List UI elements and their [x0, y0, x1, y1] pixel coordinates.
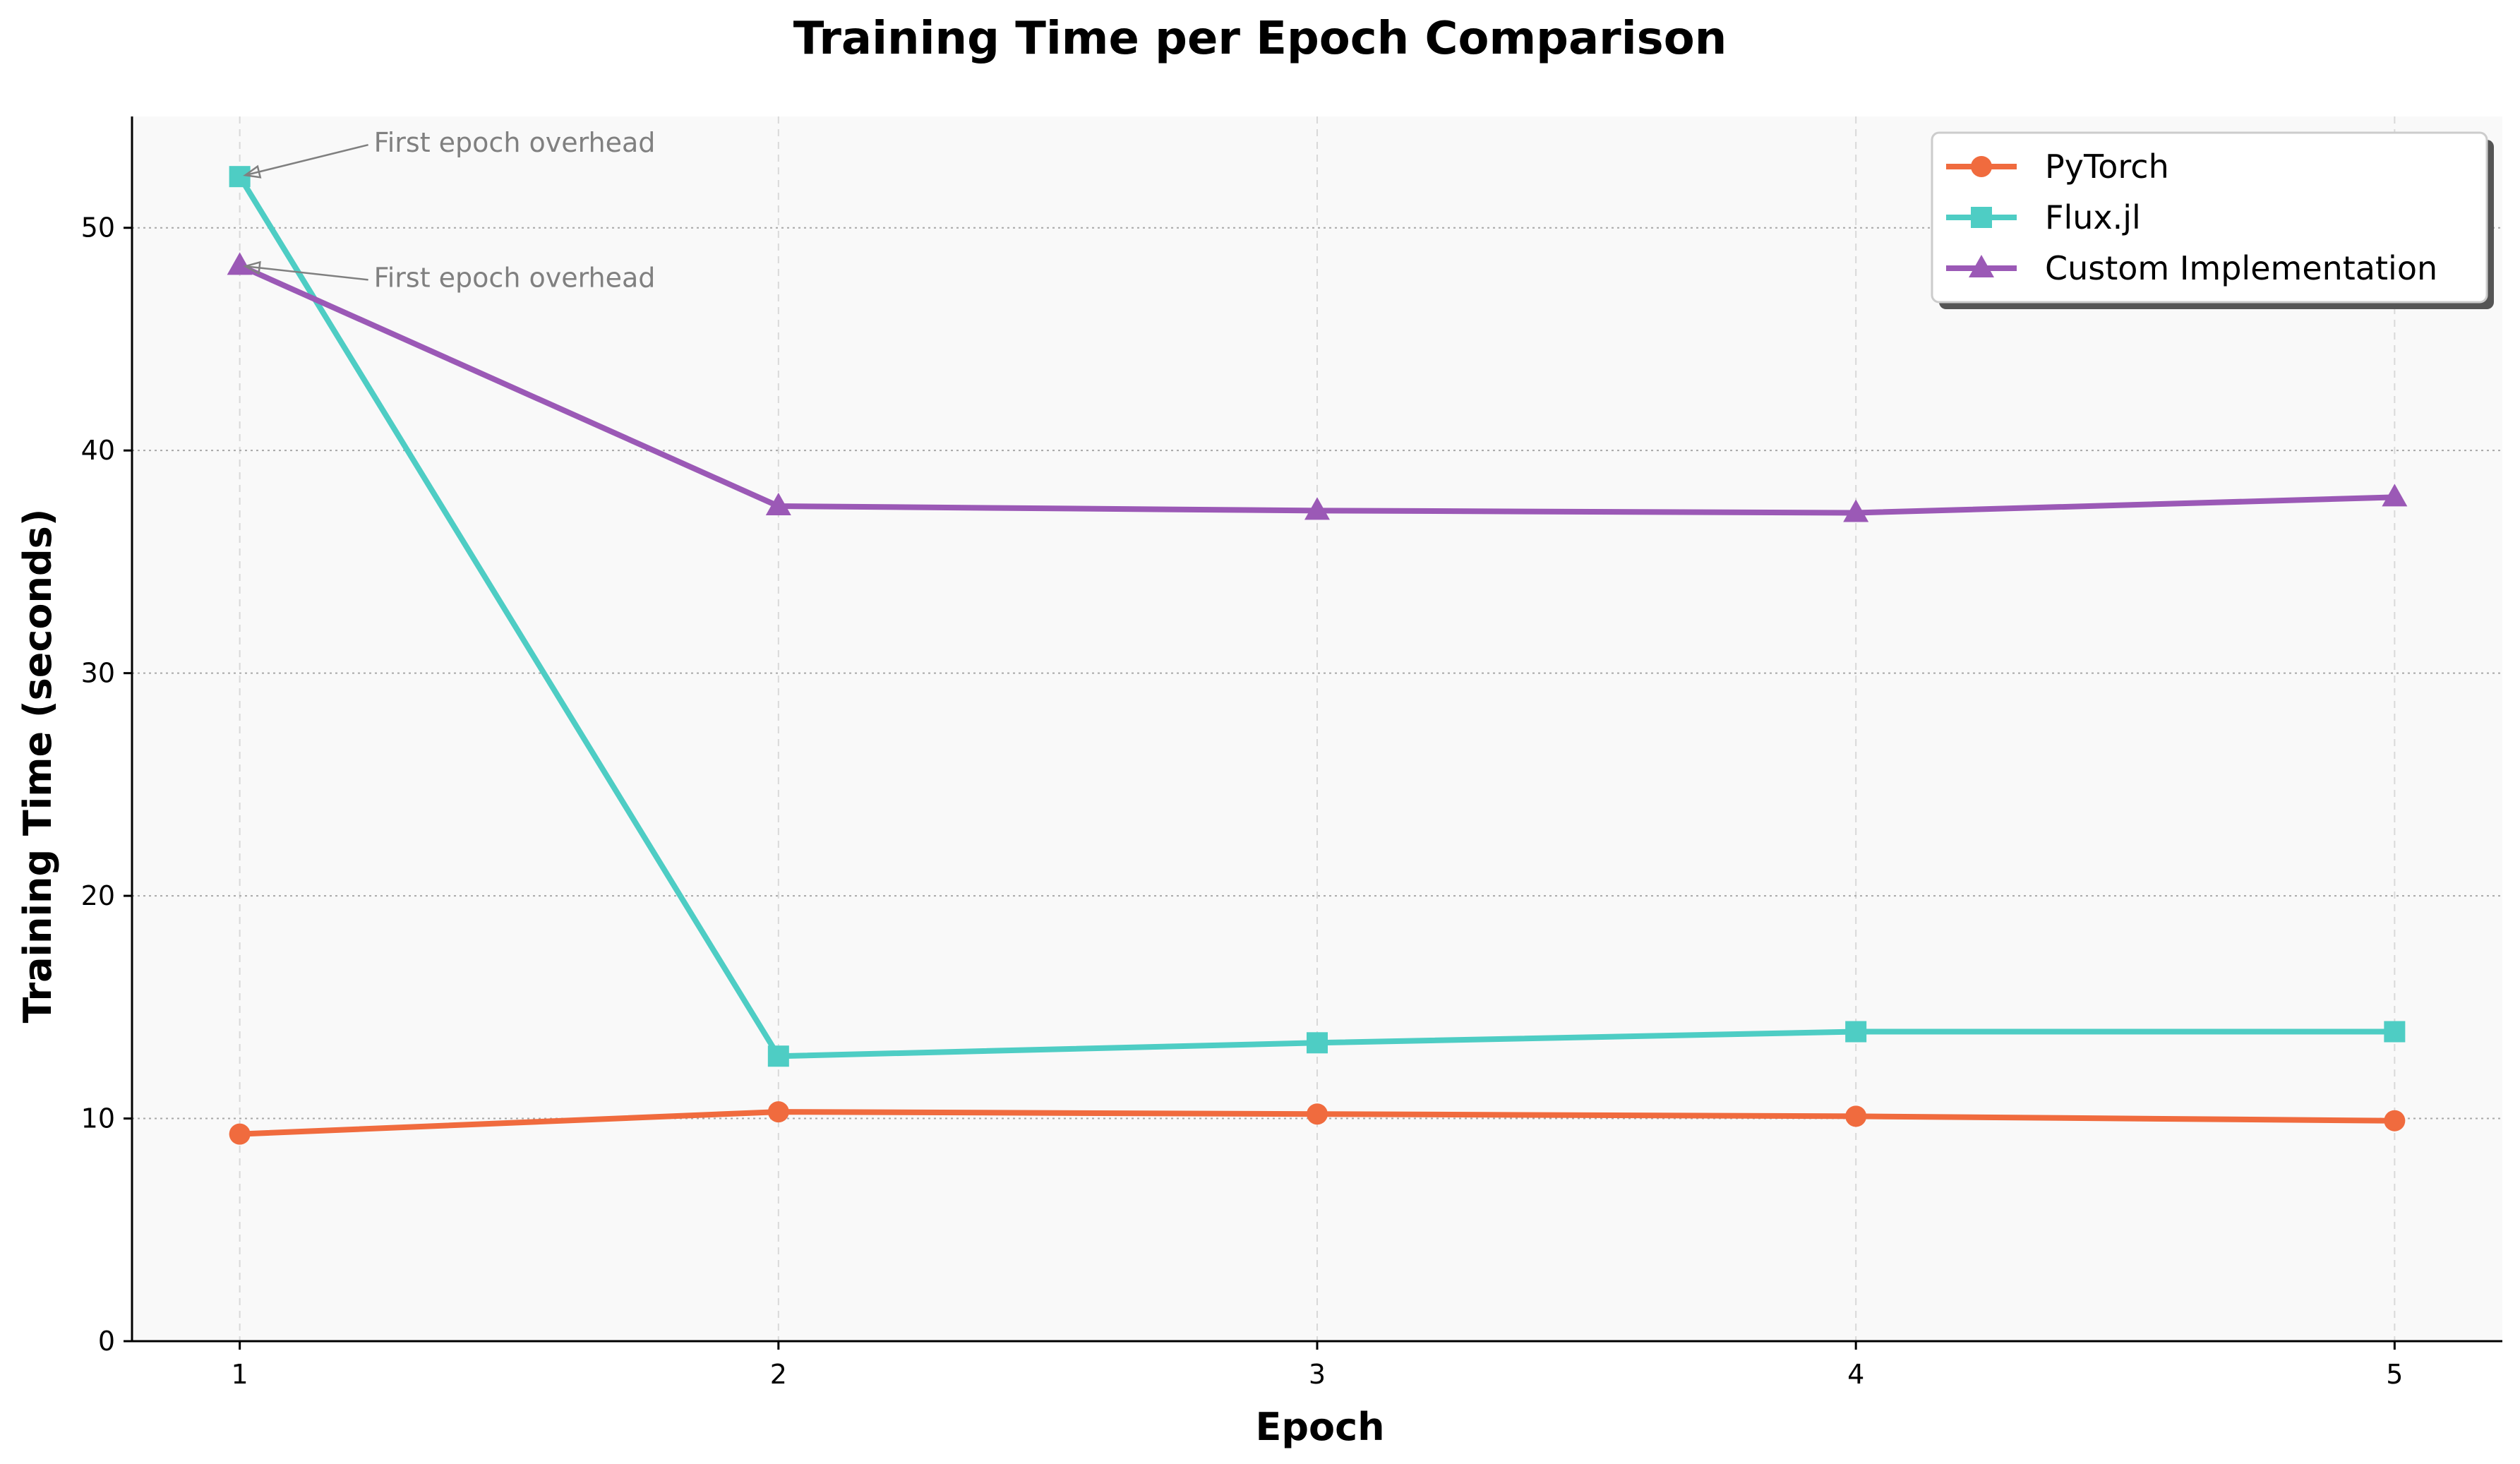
series-1 — [229, 166, 2406, 1067]
x-tick-label: 2 — [770, 1359, 787, 1390]
legend-marker — [1971, 156, 1992, 177]
data-point — [229, 166, 251, 188]
data-point — [1304, 497, 1330, 520]
grid — [132, 116, 2502, 1341]
legend-label: Flux.jl — [2045, 198, 2141, 236]
data-point — [1307, 1032, 1328, 1054]
data-point — [767, 1101, 789, 1123]
data-point — [2384, 1021, 2406, 1043]
x-tick-labels: 1 2 3 4 5 — [232, 1359, 2404, 1390]
x-tick-label: 3 — [1309, 1359, 1326, 1390]
y-tick-label: 30 — [81, 658, 115, 689]
legend-box — [1931, 131, 2488, 304]
y-axis-label: Training Time (seconds) — [16, 509, 60, 1024]
legend-label: PyTorch — [2045, 148, 2169, 186]
data-point — [1845, 1021, 1867, 1043]
data-point — [227, 252, 253, 275]
legend: PyTorch Flux.jl Custom Implementation — [1931, 131, 2494, 309]
y-tick-label: 20 — [81, 880, 115, 911]
data-point — [2382, 484, 2408, 507]
chart-title: Training Time per Epoch Comparison — [793, 13, 1727, 65]
data-point — [2384, 1110, 2406, 1132]
data-point — [1307, 1103, 1328, 1125]
y-tick-label: 10 — [81, 1103, 115, 1134]
legend-label: Custom Implementation — [2045, 249, 2437, 287]
y-tick-label: 0 — [98, 1326, 115, 1357]
annotation-text: First epoch overhead — [374, 262, 656, 293]
data-point — [1843, 499, 1869, 522]
annotation-arrowhead — [243, 260, 261, 275]
axes — [124, 116, 2502, 1350]
annotation-arrow — [245, 143, 368, 176]
annotations: First epoch overhead First epoch overhead — [243, 127, 656, 293]
legend-item: Flux.jl — [1946, 198, 2141, 236]
series-2 — [227, 252, 2408, 522]
x-axis-label: Epoch — [1255, 1405, 1384, 1449]
y-tick-labels: 0 10 20 30 40 50 — [81, 212, 115, 1357]
series — [227, 166, 2408, 1145]
y-tick-label: 50 — [81, 212, 115, 244]
x-tick-label: 1 — [232, 1359, 248, 1390]
legend-marker — [1971, 207, 1992, 228]
data-point — [765, 493, 791, 516]
data-point — [1845, 1105, 1867, 1127]
annotation-text: First epoch overhead — [374, 127, 656, 158]
annotation-arrowhead — [243, 164, 262, 179]
x-tick-label: 5 — [2386, 1359, 2403, 1390]
series-0 — [229, 1101, 2406, 1145]
x-tick-label: 4 — [1847, 1359, 1864, 1390]
legend-item: Custom Implementation — [1946, 249, 2437, 287]
data-point — [767, 1045, 789, 1067]
legend-item: PyTorch — [1946, 148, 2169, 186]
annotation-arrow — [245, 265, 368, 281]
data-point — [229, 1123, 251, 1145]
legend-marker — [1969, 255, 1994, 277]
y-tick-label: 40 — [81, 435, 115, 466]
